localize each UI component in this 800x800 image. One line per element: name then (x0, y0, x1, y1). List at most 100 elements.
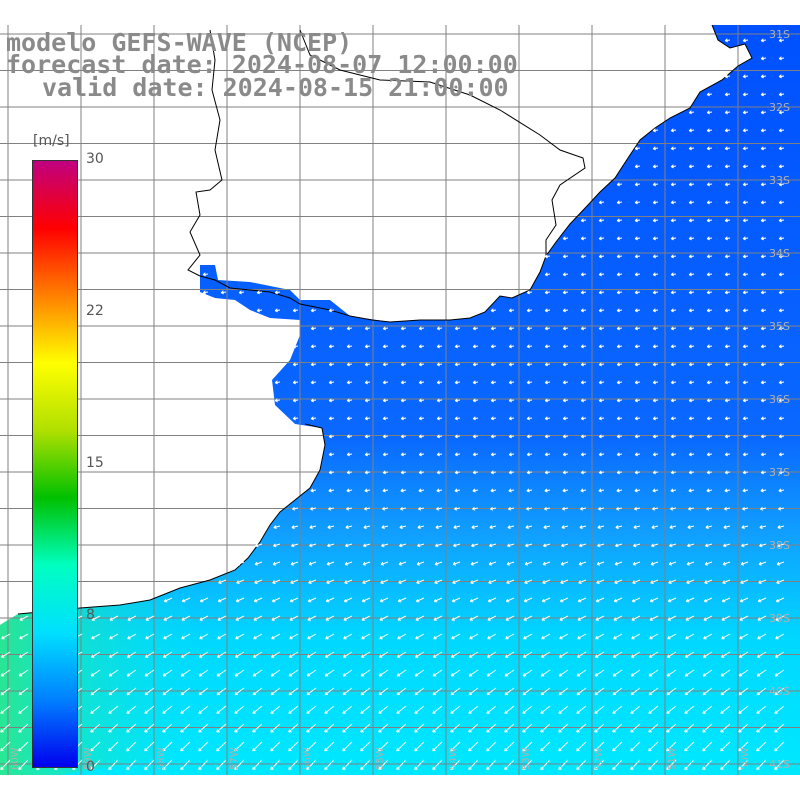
wind-arrow (544, 272, 551, 277)
wind-arrow (774, 669, 785, 677)
wind-arrow (652, 362, 659, 367)
wind-arrow (723, 525, 731, 529)
wind-arrow (90, 723, 101, 733)
wind-arrow (760, 380, 767, 385)
wind-arrow (616, 182, 623, 187)
wind-arrow (598, 380, 605, 385)
wind-arrow (598, 362, 605, 367)
wind-arrow (379, 615, 389, 621)
wind-arrow (670, 308, 677, 313)
wind-arrow (594, 687, 605, 696)
wind-arrow (594, 741, 605, 752)
wind-arrow (198, 651, 209, 658)
wind-arrow (561, 525, 569, 529)
wind-arrow (486, 705, 497, 714)
wind-arrow (544, 290, 551, 295)
wind-arrow (400, 470, 407, 475)
wind-arrow (363, 525, 371, 529)
wind-arrow (526, 470, 533, 475)
model-title: modelo GEFS-WAVE (NCEP) (6, 28, 353, 57)
wind-arrow (616, 398, 623, 403)
wind-arrow (648, 705, 659, 714)
wind-arrow (652, 344, 659, 349)
wind-arrow (741, 506, 749, 511)
lon-label: 58W (156, 747, 167, 770)
wind-arrow (630, 651, 641, 658)
wind-arrow (382, 362, 389, 367)
wind-arrow (685, 615, 695, 621)
wind-arrow (0, 687, 11, 696)
wind-arrow (469, 597, 479, 603)
wind-arrow (742, 488, 749, 493)
wind-arrow (598, 488, 605, 493)
wind-arrow (306, 705, 317, 714)
wind-arrow (364, 398, 371, 403)
wind-arrow (450, 759, 461, 771)
wind-arrow (198, 759, 209, 771)
wind-arrow (669, 525, 677, 529)
wind-arrow (562, 416, 569, 421)
wind-arrow (543, 506, 551, 511)
wind-arrow (724, 236, 731, 241)
wind-arrow (270, 723, 281, 733)
wind-arrow (739, 615, 749, 621)
wind-arrow (234, 669, 245, 677)
wind-arrow (558, 723, 569, 733)
wind-arrow (559, 633, 569, 640)
wind-arrow (760, 110, 767, 115)
wind-arrow (382, 326, 389, 331)
lat-label: 34S (769, 247, 790, 260)
wind-arrow (417, 543, 425, 548)
wind-arrow (490, 326, 497, 331)
wind-arrow (666, 669, 677, 677)
wind-arrow (306, 759, 317, 771)
wind-arrow (328, 362, 335, 367)
wind-arrow (774, 705, 785, 714)
wind-arrow (454, 344, 461, 349)
wind-arrow (742, 380, 749, 385)
wind-arrow (400, 380, 407, 385)
wind-arrow (400, 398, 407, 403)
wind-arrow (378, 705, 389, 714)
wind-arrow (418, 452, 425, 457)
wind-arrow (216, 705, 227, 714)
wind-arrow (670, 362, 677, 367)
wind-arrow (216, 669, 227, 677)
wind-arrow (634, 182, 641, 187)
wind-arrow (90, 687, 101, 696)
wind-arrow (490, 380, 497, 385)
wind-arrow (703, 615, 713, 621)
wind-arrow (363, 543, 371, 548)
wind-arrow (615, 543, 623, 548)
wind-arrow (560, 561, 569, 566)
wind-arrow (760, 182, 767, 187)
wind-arrow (256, 290, 263, 295)
wind-arrow (418, 398, 425, 403)
wind-arrow (595, 615, 605, 621)
wind-arrow (526, 434, 533, 439)
wind-arrow (760, 452, 767, 457)
wind-arrow (108, 759, 119, 771)
wind-arrow (740, 561, 749, 566)
wind-arrow (526, 416, 533, 421)
wind-arrow (453, 525, 461, 529)
wind-arrow (652, 308, 659, 313)
wind-arrow (470, 561, 479, 566)
wind-arrow (760, 290, 767, 295)
wind-arrow (162, 723, 173, 733)
wind-arrow (685, 597, 695, 603)
wind-arrow (706, 398, 713, 403)
wind-arrow (180, 759, 191, 771)
wind-arrow (616, 272, 623, 277)
wind-arrow (344, 561, 353, 566)
wind-arrow (706, 308, 713, 313)
wind-arrow (273, 525, 281, 529)
wind-arrow (144, 723, 155, 733)
wind-arrow (507, 525, 515, 529)
wind-arrow (108, 705, 119, 714)
wind-arrow (760, 326, 767, 331)
wind-arrow (292, 344, 299, 349)
wind-arrow (778, 470, 785, 475)
wind-arrow (468, 687, 479, 696)
wind-arrow (648, 651, 659, 658)
